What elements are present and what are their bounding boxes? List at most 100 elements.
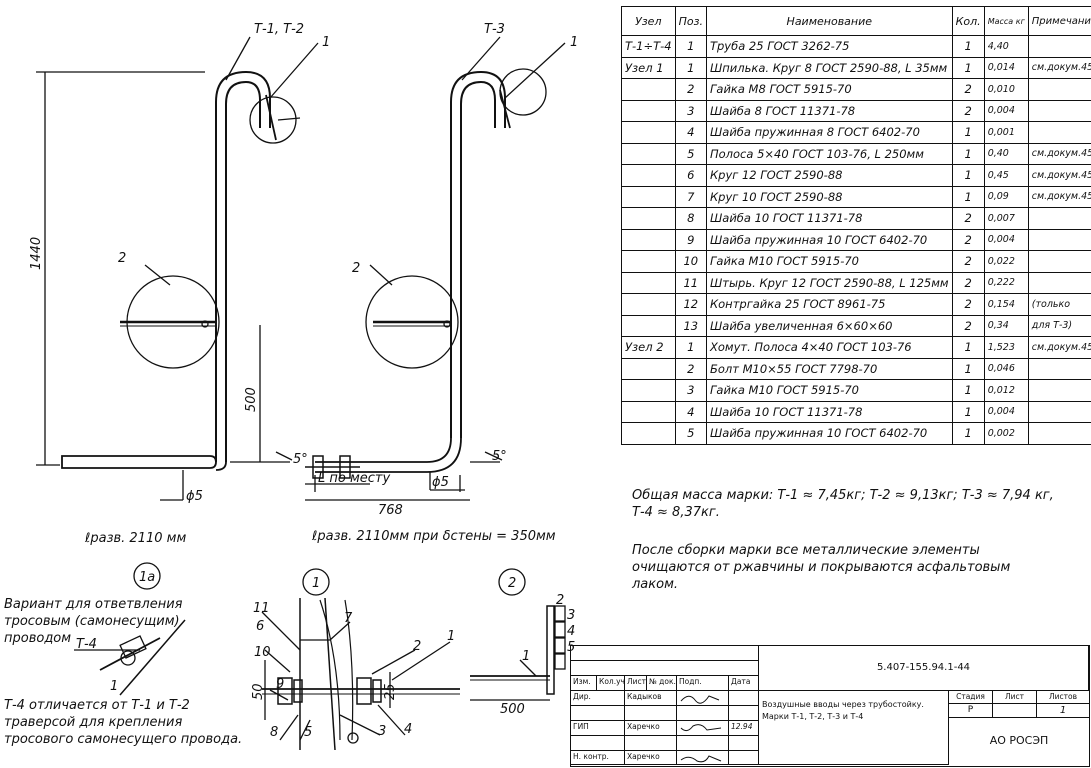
spec-cell-note [1027,250,1091,273]
left-callout-2: 2 [118,251,126,266]
spec-cell-qty: 2 [951,228,985,251]
spec-cell-note: см.докум.45 [1027,336,1091,359]
spec-cell-qty: 2 [951,207,985,230]
detail-1-label-10: 10 [254,645,271,660]
spec-cell-node [621,164,676,187]
tb-col-list: Лист [625,676,647,691]
spec-table-row: 5 Полоса 5×40 ГОСТ 103-76, L 250мм 1 0,40 см… [621,142,1091,165]
spec-cell-node [621,357,676,380]
spec-cell-qty: 2 [951,271,985,294]
spec-cell-mass: 0,222 [983,271,1029,294]
spec-cell-qty: 1 [951,56,985,79]
spec-cell-name: Штырь. Круг 12 ГОСТ 2590-88, L 125мм [705,271,953,294]
spec-cell-note [1027,121,1091,144]
spec-table-row: 11 Штырь. Круг 12 ГОСТ 2590-88, L 125мм 2 0… [621,271,1091,294]
spec-cell-qty: 2 [951,250,985,273]
spec-cell-note: см.докум.45 [1027,164,1091,187]
spec-cell-name: Гайка М10 ГОСТ 5915-70 [705,250,953,273]
detail-1-label-11: 11 [253,601,270,616]
right-dim-768: 768 [378,503,403,518]
tb-doc-number: 5.407-155.94.1-44 [759,646,1089,691]
spec-table-row: 13 Шайба увеличенная 6×60×60 2 0,34 для Т-3) [621,314,1091,337]
spec-table-row: Узел 1 1 Шпилька. Круг 8 ГОСТ 2590-88, L 3… [621,56,1091,79]
spec-cell-note [1027,357,1091,380]
right-pipe-drawing [305,36,566,501]
spec-cell-qty: 2 [951,314,985,337]
spec-cell-mass: 0,012 [983,379,1029,402]
left-angle: 5° [293,452,308,467]
spec-header-note: Примечание [1027,6,1091,36]
spec-cell-pos: 8 [674,207,707,230]
right-callout-2: 2 [352,261,360,276]
spec-cell-node [621,99,676,122]
spec-cell-pos: 1 [674,35,707,58]
spec-cell-qty: 1 [951,185,985,208]
tb-col-kol: Кол.уч [597,676,625,691]
tb-sheets: 1 [1037,704,1089,718]
tb-sign-dir [677,691,729,706]
tb-role-dir: Дир. [571,691,625,706]
spec-cell-node [621,185,676,208]
spec-cell-mass: 0,154 [983,293,1029,316]
spec-cell-note: для Т-3) [1027,314,1091,337]
tb-date-nkontr [729,751,759,765]
spec-table-row: 8 Шайба 10 ГОСТ 11371-78 2 0,007 [621,207,1091,230]
detail-1-label-5: 5 [304,725,312,740]
spec-cell-note [1027,271,1091,294]
tb-sign-gip [677,721,729,736]
right-length-text: ℓразв. 2110мм при δстены = 350мм [311,529,556,544]
tb-sheets-label: Листов [1037,691,1089,704]
tb-role-gip: ГИП [571,721,625,736]
spec-cell-mass: 0,34 [983,314,1029,337]
detail-1-circle-label: 1 [312,576,320,591]
spec-cell-note [1027,228,1091,251]
tb-title: Воздушные вводы через трубостойку. Марки… [759,691,949,765]
tb-stage: Р [949,704,993,718]
spec-cell-qty: 1 [951,422,985,445]
spec-header-name: Наименование [705,6,953,36]
spec-cell-name: Шайба пружинная 10 ГОСТ 6402-70 [705,228,953,251]
spec-cell-note [1027,78,1091,101]
spec-cell-pos: 2 [674,357,707,380]
signature-gip-icon [680,724,722,732]
spec-cell-node [621,228,676,251]
spec-cell-mass: 0,004 [983,99,1029,122]
spec-cell-name: Шайба 10 ГОСТ 11371-78 [705,207,953,230]
spec-cell-mass: 1,523 [983,336,1029,359]
spec-header-qty: Кол. [951,6,985,36]
spec-cell-name: Круг 12 ГОСТ 2590-88 [705,164,953,187]
detail-1a-caption: Вариант для ответвления тросовым (самоне… [4,597,183,646]
detail-1-label-9: 9 [276,677,284,692]
spec-cell-note: (только [1027,293,1091,316]
spec-cell-qty: 1 [951,357,985,380]
left-diameter: ϕ5 [186,489,203,504]
spec-cell-node: Узел 1 [621,56,676,79]
tb-sheet-label: Лист [993,691,1037,704]
detail-1a-note: Т-4 отличается от Т-1 и Т-2 траверсой дл… [4,698,243,747]
left-dim-500: 500 [244,387,259,412]
left-node-label: Т-1, Т-2 [254,22,304,37]
detail-1a-circle-label: 1а [139,570,155,585]
spec-table-row: Т-1÷Т-4 1 Труба 25 ГОСТ 3262-75 1 4,40 [621,35,1091,58]
spec-cell-pos: 3 [674,379,707,402]
spec-header-pos: Поз. [674,6,707,36]
spec-table-row: 3 Шайба 8 ГОСТ 11371-78 2 0,004 [621,99,1091,122]
detail-1-label-8: 8 [270,725,278,740]
spec-cell-note [1027,422,1091,445]
spec-cell-qty: 1 [951,336,985,359]
spec-table-row: Узел 2 1 Хомут. Полоса 4×40 ГОСТ 103-76 1 1,… [621,336,1091,359]
spec-cell-pos: 7 [674,185,707,208]
spec-cell-name: Болт М10×55 ГОСТ 7798-70 [705,357,953,380]
spec-cell-name: Шайба 10 ГОСТ 11371-78 [705,400,953,423]
spec-cell-pos: 10 [674,250,707,273]
spec-cell-name: Полоса 5×40 ГОСТ 103-76, L 250мм [705,142,953,165]
spec-cell-qty: 2 [951,293,985,316]
tb-stage-label: Стадия [949,691,993,704]
spec-cell-pos: 5 [674,142,707,165]
detail-2-label-1: 1 [522,649,530,664]
right-node-label: Т-3 [484,22,505,37]
spec-cell-qty: 2 [951,99,985,122]
spec-cell-qty: 1 [951,35,985,58]
mass-note: Общая масса марки: Т-1 ≈ 7,45кг; Т-2 ≈ 9… [632,488,1054,520]
spec-header-row: Узел Поз. Наименование Кол. Масса кг При… [621,6,1091,36]
